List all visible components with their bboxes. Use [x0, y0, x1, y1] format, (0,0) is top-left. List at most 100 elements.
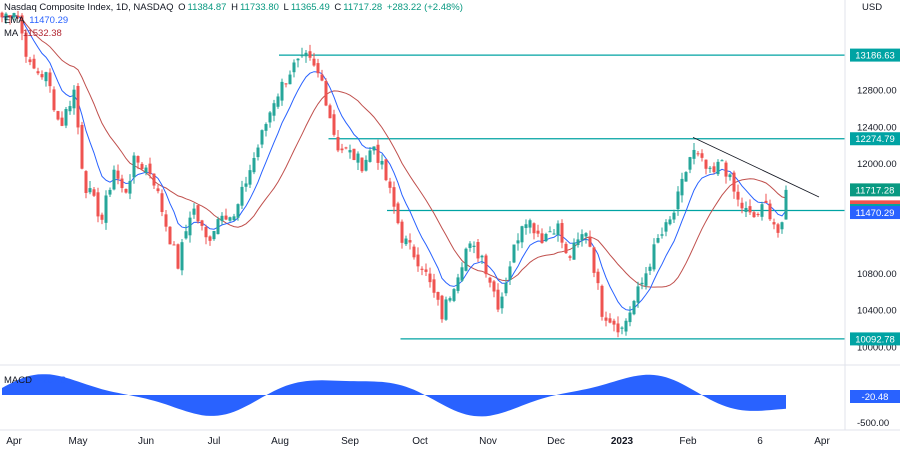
candle-body: [684, 172, 688, 182]
candle-body: [728, 174, 732, 178]
candle-body: [260, 130, 264, 145]
candle-body: [484, 255, 488, 275]
candle-body: [140, 163, 144, 169]
candle-body: [240, 186, 244, 206]
candle-body: [200, 220, 204, 226]
candle-body: [636, 286, 640, 303]
candle-body: [528, 220, 532, 228]
y-tick-label: 10000.00: [857, 342, 897, 353]
x-tick-label: Apr: [6, 436, 22, 447]
candle-body: [624, 320, 628, 332]
candle-body: [656, 238, 660, 243]
candle-body: [272, 103, 276, 116]
x-tick-label: Nov: [479, 436, 497, 447]
candle-body: [60, 117, 64, 126]
candle-body: [708, 167, 712, 169]
candle-body: [124, 188, 128, 193]
candle-body: [28, 59, 32, 63]
x-tick-label: Jun: [138, 436, 154, 447]
price-badge-text: 10092.78: [855, 334, 895, 345]
candle-body: [556, 223, 560, 236]
price-badge-text: 11470.29: [856, 208, 895, 219]
candle-body: [404, 238, 408, 245]
candle-body: [380, 160, 384, 165]
candle-body: [296, 58, 300, 61]
candle-body: [744, 207, 748, 212]
candle-body: [504, 282, 508, 294]
macd-label: MACD: [4, 375, 32, 386]
candle-body: [276, 96, 280, 107]
candle-body: [476, 242, 480, 259]
candle-body: [304, 52, 308, 57]
candle-body: [396, 203, 400, 224]
candle-body: [408, 240, 412, 243]
macd-value: −20.48: [36, 375, 66, 386]
ema-path: [1, 15, 787, 311]
candle-body: [672, 212, 676, 220]
candle-body: [776, 224, 780, 233]
candle-body: [432, 279, 436, 293]
x-tick-label: 6: [757, 436, 763, 447]
candle-body: [344, 147, 348, 149]
ma-legend: MA 11532.38: [4, 28, 64, 40]
candle-body: [460, 267, 464, 281]
candle-body: [392, 187, 396, 207]
candle-body: [232, 216, 236, 221]
candle-body: [444, 299, 448, 320]
candle-body: [112, 169, 116, 190]
candle-body: [316, 63, 320, 74]
candle-body: [648, 266, 652, 271]
candle-body: [372, 146, 376, 151]
candle-body: [288, 74, 292, 85]
candle-body: [452, 289, 456, 301]
candle-body: [492, 281, 496, 292]
open-value: 11384.87: [187, 2, 227, 13]
low-label: L: [283, 2, 289, 13]
candle-body: [420, 268, 424, 270]
candle-body: [136, 156, 140, 163]
y-tick-label: 12400.00: [857, 122, 897, 133]
candle-body: [120, 178, 124, 189]
candle-body: [692, 149, 696, 159]
ema-line: [1, 15, 787, 311]
candle-body: [160, 193, 164, 212]
candle-body: [204, 226, 208, 238]
trend-line: [692, 136, 820, 198]
candle-body: [268, 112, 272, 123]
candle-body: [348, 150, 352, 153]
candle-body: [0, 12, 4, 18]
candle-body: [8, 15, 12, 18]
ema-value: 11470.29: [29, 15, 69, 26]
trendline-path: [692, 136, 820, 198]
candle-body: [256, 147, 260, 158]
macd-badge: [850, 390, 900, 403]
candle-body: [756, 214, 760, 216]
candle-body: [208, 236, 212, 241]
candle-body: [472, 245, 476, 247]
x-tick-label: 2023: [611, 436, 634, 447]
candle-body: [308, 51, 312, 58]
change-value: +283.22 (+2.48%): [386, 2, 463, 13]
candle-body: [704, 159, 708, 169]
candle-body: [740, 202, 744, 209]
candle-body: [44, 72, 48, 82]
candle-body: [760, 204, 764, 217]
candle-body: [312, 58, 316, 66]
candle-body: [96, 192, 100, 217]
candle-body: [48, 72, 52, 87]
candle-body: [456, 277, 460, 291]
horizontal-levels: [279, 54, 845, 340]
candle-body: [644, 273, 648, 286]
candle-body: [224, 215, 228, 220]
candle-body: [356, 153, 360, 163]
price-badge-text: 13186.63: [855, 51, 895, 62]
macd-area: [2, 374, 786, 417]
candle-body: [252, 158, 256, 173]
candle-body: [700, 153, 704, 158]
ema-label: EMA: [4, 15, 25, 26]
ma-path: [1, 14, 787, 288]
candle-body: [532, 223, 536, 234]
candle-body: [84, 171, 88, 193]
